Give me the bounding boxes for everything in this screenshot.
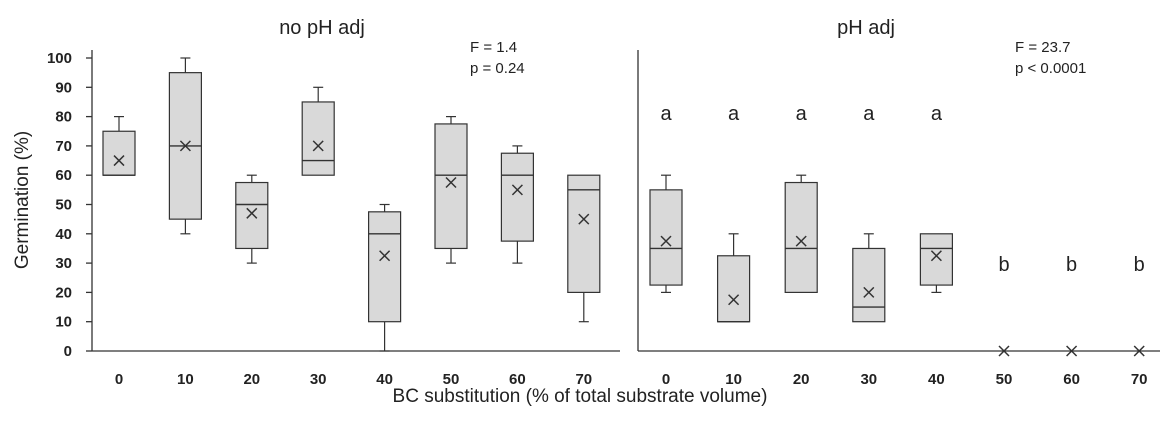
- y-tick-label: 60: [55, 167, 72, 184]
- y-tick-label: 70: [55, 138, 72, 155]
- x-tick-label: 10: [177, 371, 194, 388]
- panel-ph-adj: pH adj F = 23.7 p < 0.0001 0 10 20 30 40 50 60 70 a…: [637, 17, 1160, 388]
- mean-marker: [1066, 345, 1078, 357]
- iqr-box: [235, 181, 269, 250]
- y-tick-label: 80: [55, 109, 72, 126]
- stat-annotation: F = 1.4: [470, 39, 517, 56]
- iqr-box: [649, 189, 683, 286]
- y-axis: Germination (%) 0 10 20 30 40 50 60 70 80 90 100: [12, 50, 72, 360]
- box-plot: [434, 115, 468, 264]
- mean-marker: [312, 140, 324, 152]
- mean-marker: [379, 250, 391, 262]
- x-tick-label: 70: [1131, 371, 1148, 388]
- iqr-box: [102, 130, 136, 176]
- box-plot: [368, 203, 402, 352]
- significance-letter: b: [998, 254, 1009, 276]
- y-tick-label: 30: [55, 255, 72, 272]
- x-tick-label: 40: [376, 371, 393, 388]
- y-axis-title: Germination (%): [12, 131, 33, 269]
- x-tick-label: 60: [509, 371, 526, 388]
- mean-marker: [728, 294, 740, 306]
- x-tick-label: 0: [662, 371, 670, 388]
- x-tick-label: 10: [725, 371, 742, 388]
- box-plot: [102, 115, 136, 176]
- iqr-box: [852, 247, 886, 323]
- x-tick-label: 70: [575, 371, 592, 388]
- stat-annotation: p < 0.0001: [1015, 60, 1086, 77]
- box-plot: [567, 174, 601, 323]
- y-tick-label: 10: [55, 314, 72, 331]
- box-plot: [500, 145, 534, 264]
- stat-annotation: F = 23.7: [1015, 39, 1070, 56]
- significance-letter: a: [863, 103, 875, 125]
- mean-marker: [113, 155, 125, 167]
- mean-marker: [930, 250, 942, 262]
- box-plot: b: [998, 254, 1010, 357]
- box-plot: [168, 57, 202, 235]
- mean-marker: [998, 345, 1010, 357]
- x-tick-label: 60: [1063, 371, 1080, 388]
- box-plot: b: [1133, 254, 1145, 357]
- significance-letter: b: [1134, 254, 1145, 276]
- box-plot: a: [649, 103, 683, 293]
- y-tick-label: 20: [55, 284, 72, 301]
- significance-letter: a: [931, 103, 943, 125]
- x-tick-label: 30: [860, 371, 877, 388]
- mean-marker: [795, 235, 807, 247]
- mean-marker: [578, 213, 590, 225]
- box-plot: a: [919, 103, 954, 293]
- mean-marker: [179, 140, 191, 152]
- iqr-box: [919, 233, 954, 286]
- box-plot: a: [716, 103, 751, 323]
- mean-marker: [1133, 345, 1145, 357]
- y-tick-label: 90: [55, 79, 72, 96]
- mean-marker: [445, 176, 457, 189]
- iqr-box: [567, 174, 601, 293]
- mean-marker: [660, 235, 672, 247]
- panel-title: pH adj: [837, 17, 895, 39]
- x-tick-label: 20: [243, 371, 260, 388]
- x-tick-label: 0: [115, 371, 123, 388]
- y-tick-label: 40: [55, 226, 72, 243]
- iqr-box: [716, 255, 751, 323]
- x-axis-title: BC substitution (% of total substrate vo…: [393, 386, 768, 407]
- box-plot: [235, 174, 269, 264]
- box-plot: a: [784, 103, 818, 293]
- mean-marker: [246, 207, 258, 219]
- mean-marker: [863, 286, 875, 298]
- box-plot: b: [1066, 254, 1078, 357]
- significance-letter: a: [728, 103, 740, 125]
- panel-no-ph-adj: no pH adj F = 1.4 p = 0.24 0 10 20 30 40 50 60 70: [86, 17, 620, 388]
- box-plot: [301, 86, 335, 176]
- iqr-box: [500, 152, 534, 242]
- panel-title: no pH adj: [279, 17, 365, 39]
- x-tick-label: 50: [443, 371, 460, 388]
- box-plot: a: [852, 103, 886, 323]
- iqr-box: [368, 211, 402, 323]
- iqr-box: [434, 123, 468, 250]
- significance-letter: b: [1066, 254, 1077, 276]
- mean-marker: [511, 184, 523, 196]
- iqr-box: [784, 181, 818, 293]
- iqr-box: [301, 101, 335, 176]
- y-tick-label: 100: [47, 50, 72, 67]
- x-tick-label: 40: [928, 371, 945, 388]
- y-tick-label: 0: [64, 343, 72, 360]
- significance-letter: a: [660, 103, 672, 125]
- y-tick-label: 50: [55, 197, 72, 214]
- stat-annotation: p = 0.24: [470, 60, 525, 77]
- x-tick-label: 20: [793, 371, 810, 388]
- x-tick-label: 50: [996, 371, 1013, 388]
- significance-letter: a: [796, 103, 808, 125]
- x-tick-label: 30: [310, 371, 327, 388]
